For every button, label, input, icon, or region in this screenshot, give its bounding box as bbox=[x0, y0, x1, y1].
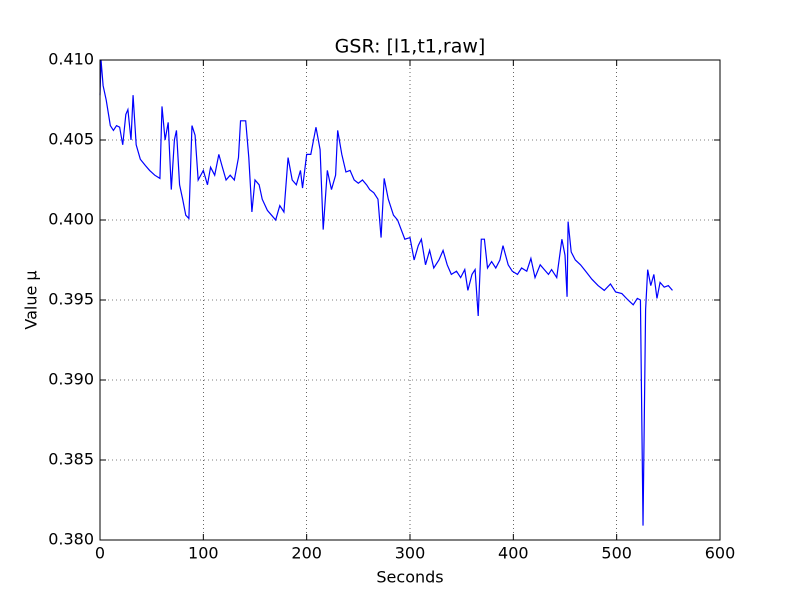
y-tick-label: 0.385 bbox=[48, 450, 94, 469]
y-axis-label: Value μ bbox=[22, 270, 41, 329]
x-tick-label: 200 bbox=[291, 544, 322, 563]
x-tick-label: 500 bbox=[601, 544, 632, 563]
y-tick-label: 0.400 bbox=[48, 210, 94, 229]
y-tick-label: 0.390 bbox=[48, 370, 94, 389]
y-tick-label: 0.380 bbox=[48, 530, 94, 549]
x-tick-label: 600 bbox=[705, 544, 736, 563]
y-tick-label: 0.395 bbox=[48, 290, 94, 309]
x-tick-label: 100 bbox=[188, 544, 219, 563]
x-tick-label: 0 bbox=[95, 544, 105, 563]
plot-frame bbox=[99, 59, 721, 541]
chart-title: GSR: [l1,t1,raw] bbox=[335, 36, 486, 58]
data-layer bbox=[99, 59, 673, 526]
grid-layer bbox=[99, 59, 721, 541]
y-tick-label: 0.405 bbox=[48, 130, 94, 149]
y-tick-label: 0.410 bbox=[48, 50, 94, 69]
x-tick-label: 400 bbox=[498, 544, 529, 563]
data-line bbox=[99, 59, 673, 526]
x-tick-label: 300 bbox=[395, 544, 426, 563]
x-axis-label: Seconds bbox=[376, 568, 443, 587]
